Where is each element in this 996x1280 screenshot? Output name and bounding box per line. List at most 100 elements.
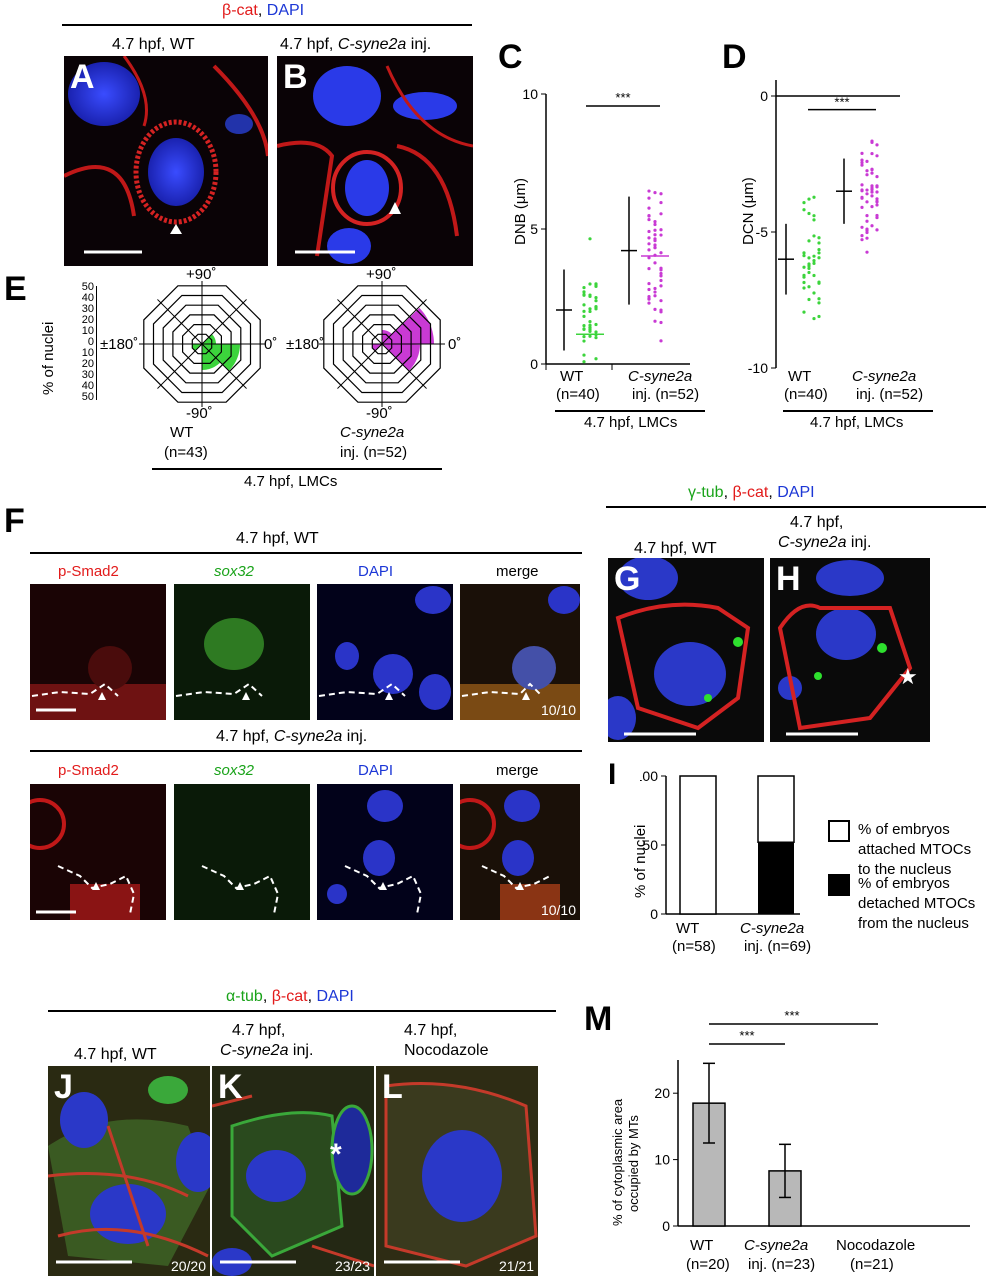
panel-letter-b: B bbox=[283, 58, 308, 96]
e-wt-top-angle: +90˚ bbox=[186, 266, 217, 283]
d-point bbox=[870, 224, 874, 228]
e-ytick-label: 40 bbox=[81, 380, 94, 392]
panel-letter-h: H bbox=[776, 560, 801, 598]
c-point bbox=[659, 278, 663, 283]
d-point bbox=[875, 197, 879, 201]
i-legend-swatch-attached bbox=[828, 820, 850, 842]
c-point bbox=[588, 326, 592, 330]
f-col-sox32: sox32 bbox=[214, 563, 255, 580]
m-cat1-n: (n=20) bbox=[686, 1256, 730, 1273]
d-point bbox=[870, 190, 874, 194]
m-cat2-n: inj. (n=23) bbox=[748, 1256, 816, 1273]
d-point bbox=[817, 236, 821, 240]
d-point bbox=[802, 201, 806, 205]
d-point bbox=[870, 168, 874, 172]
d-point bbox=[812, 254, 816, 258]
e-cs-n: inj. (n=52) bbox=[340, 444, 408, 461]
c-point bbox=[582, 339, 586, 343]
f-wt-sox32-image bbox=[174, 584, 310, 720]
c-point bbox=[653, 228, 657, 232]
i-bar-attached bbox=[679, 775, 717, 915]
f-col-psmad2: p-Smad2 bbox=[58, 563, 119, 580]
d-point bbox=[812, 291, 816, 295]
e-wt-spoke bbox=[157, 343, 203, 389]
c-point bbox=[659, 228, 663, 232]
chart-d-cat2: C-syne2a bbox=[852, 368, 917, 385]
e-wt-right-angle: 0˚ bbox=[264, 336, 278, 353]
c-point bbox=[647, 287, 651, 292]
c-point bbox=[582, 303, 586, 307]
c-point bbox=[594, 305, 598, 309]
d-point bbox=[802, 286, 806, 290]
e-ytick-label: 50 bbox=[81, 391, 94, 403]
c-point bbox=[588, 282, 592, 286]
e-cs-top-angle: +90˚ bbox=[366, 266, 397, 283]
d-point bbox=[812, 261, 816, 265]
e-cs-wedge bbox=[382, 344, 420, 371]
e-cs-ring bbox=[332, 294, 432, 394]
e-ytick-label: 50 bbox=[81, 281, 94, 293]
c-point bbox=[647, 217, 651, 222]
d-point bbox=[875, 184, 879, 188]
c-point bbox=[653, 191, 657, 195]
c-point bbox=[582, 293, 586, 297]
f-cs-psmad2-image bbox=[30, 784, 166, 920]
f-col-psmad2-2: p-Smad2 bbox=[58, 762, 119, 779]
c-point bbox=[582, 327, 586, 331]
panel-letter-a: A bbox=[70, 58, 95, 96]
c-point bbox=[594, 322, 598, 327]
e-wt-ring bbox=[181, 323, 222, 365]
c-point bbox=[594, 284, 598, 289]
panel-letter-g: G bbox=[614, 560, 641, 598]
d-point bbox=[802, 251, 806, 255]
d-point bbox=[817, 241, 821, 245]
c-point bbox=[653, 319, 657, 323]
d-y-tick-label: 0 bbox=[760, 88, 768, 104]
chart-d-cat2-n: inj. (n=52) bbox=[856, 386, 924, 403]
m-cat1: WT bbox=[690, 1237, 714, 1254]
c-point bbox=[594, 336, 598, 340]
dapi-label: DAPI bbox=[266, 2, 305, 19]
i-legend-detached: % of embryos detached MTOCs from the nucle… bbox=[858, 875, 976, 932]
f-cs-merge-image: 10/10 bbox=[460, 784, 580, 920]
panel-l-image: L 21/21 bbox=[376, 1066, 538, 1276]
c-point bbox=[647, 248, 651, 252]
d-point bbox=[807, 266, 811, 271]
c-point bbox=[659, 271, 663, 276]
c-point bbox=[659, 339, 663, 343]
e-cs-ring bbox=[362, 323, 402, 365]
d-point bbox=[817, 247, 821, 252]
c-point bbox=[653, 246, 657, 250]
c-point bbox=[659, 251, 663, 255]
f-cs-rule bbox=[30, 750, 582, 752]
f-wt-title: 4.7 hpf, WT bbox=[236, 530, 319, 547]
c-point bbox=[653, 219, 657, 224]
c-point bbox=[582, 314, 586, 318]
e-cs-ring bbox=[342, 304, 422, 384]
i-y-tick-label: 100 bbox=[640, 768, 658, 784]
f-wt-dapi-image bbox=[317, 584, 453, 720]
c-point bbox=[659, 284, 663, 288]
c-point bbox=[594, 299, 598, 303]
d-point bbox=[870, 205, 874, 209]
ab-header: β-cat, DAPI bbox=[222, 2, 305, 19]
chart-c-cat2: C-syne2a bbox=[628, 368, 693, 385]
c-point bbox=[647, 267, 651, 271]
e-wt-n: (n=43) bbox=[164, 444, 208, 461]
d-point bbox=[860, 233, 864, 238]
d-point bbox=[812, 214, 816, 218]
gh-header-rule bbox=[606, 506, 986, 508]
e-cs-ring bbox=[371, 333, 393, 355]
f-col-sox32-2: sox32 bbox=[214, 762, 255, 779]
d-point bbox=[860, 151, 864, 156]
e-ytick-label: 20 bbox=[81, 358, 94, 370]
m-cat3: Nocodazole bbox=[836, 1237, 916, 1254]
i-y-tick-label: 0 bbox=[650, 906, 658, 922]
d-point bbox=[870, 151, 874, 156]
d-point bbox=[807, 197, 811, 201]
f-wt-psmad2-image bbox=[30, 584, 166, 720]
e-wt-bottom-angle: -90˚ bbox=[186, 405, 213, 422]
f-col-merge-2: merge bbox=[496, 762, 539, 779]
d-point bbox=[865, 188, 869, 192]
c-point bbox=[647, 242, 651, 246]
